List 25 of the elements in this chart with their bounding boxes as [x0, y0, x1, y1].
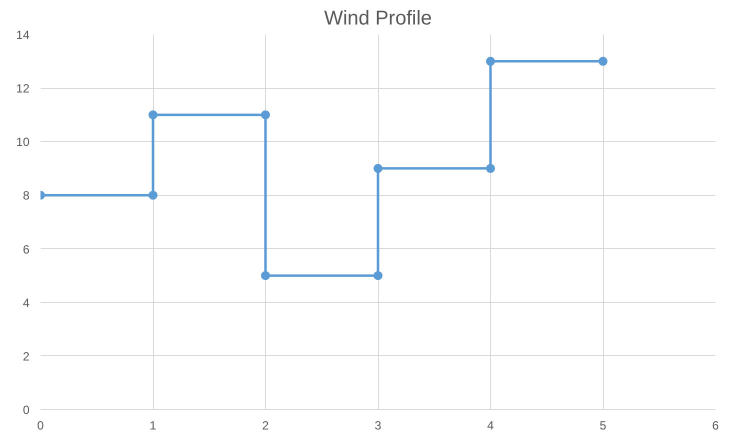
x-tick-label: 6: [712, 418, 720, 432]
x-tick-label: 2: [262, 418, 270, 432]
y-tick-label: 12: [16, 82, 30, 96]
chart-title: Wind Profile: [324, 8, 432, 30]
x-tick-label: 3: [374, 418, 382, 432]
y-tick-label: 6: [22, 242, 30, 256]
x-tick-label: 0: [37, 418, 44, 432]
point: [148, 110, 158, 120]
y-tick-label: 10: [16, 135, 30, 150]
point: [374, 164, 382, 173]
x-tick-label: 1: [150, 418, 157, 432]
x-tick-label: 4: [487, 418, 494, 432]
point: [486, 164, 495, 173]
point: [374, 271, 382, 280]
point: [261, 110, 270, 120]
x-tick-label: 5: [600, 418, 607, 432]
point: [148, 190, 158, 200]
y-tick-label: 2: [22, 349, 30, 364]
point: [486, 56, 495, 66]
point: [261, 271, 270, 280]
y-tick-label: 0: [22, 403, 30, 417]
y-tick-label: 4: [22, 296, 30, 310]
point: [598, 56, 608, 66]
y-tick-label: 8: [22, 188, 30, 203]
y-tick-label: 14: [16, 28, 30, 42]
